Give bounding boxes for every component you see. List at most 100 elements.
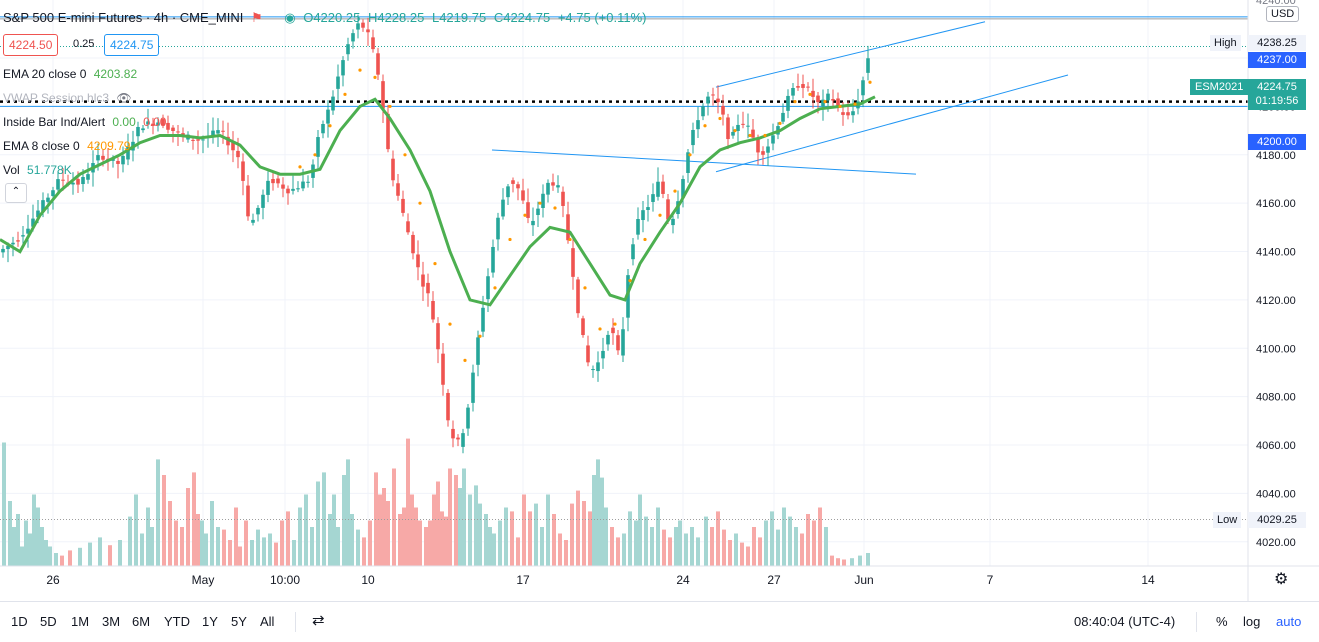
volume-bar (78, 547, 82, 566)
candle-body (841, 112, 845, 115)
low-label: Low (1213, 512, 1242, 528)
chart-canvas[interactable]: 4020.00 4040.00 4060.00 4080.00 4100.00 4120.… (0, 0, 1319, 602)
log-toggle[interactable]: log (1243, 614, 1261, 629)
volume-bar (850, 558, 854, 566)
volume-bar (44, 540, 48, 566)
clock-timezone[interactable]: 08:40:04 (UTC-4) (1074, 614, 1176, 629)
volume-bar (758, 537, 762, 566)
volume-bar (398, 514, 402, 566)
candle-body (446, 392, 450, 421)
candle-body (701, 106, 705, 117)
volume-bar (740, 542, 744, 566)
volume-legend[interactable]: Vol 51.778K (3, 163, 76, 177)
timeframe-1d[interactable]: 1D (11, 614, 28, 629)
sell-price-button[interactable]: 4224.50 (3, 34, 59, 56)
candle-body (486, 276, 490, 300)
volume-bar (582, 501, 586, 566)
date-range-icon[interactable]: ⇄ (312, 612, 325, 629)
candle-body (126, 146, 130, 160)
volume-bar (274, 542, 278, 566)
eye-hidden-icon[interactable]: 👁 (116, 91, 132, 105)
timeframe-6m[interactable]: 6M (132, 614, 151, 629)
trendline (715, 74, 1069, 173)
inside-bar-legend[interactable]: Inside Bar Ind/Alert 0.00 0.00 (3, 115, 170, 129)
candle-body (176, 131, 180, 133)
volume-bar (558, 533, 562, 566)
volume-bar (16, 514, 20, 566)
symbol-title[interactable]: S&P 500 E-mini Futures · 4h · CME_MINI (3, 10, 244, 25)
candle-body (531, 220, 535, 226)
timeframe-5d[interactable]: 5D (40, 614, 57, 629)
volume-bar (24, 520, 28, 566)
candle-body (551, 182, 555, 186)
timeframe-3m[interactable]: 3M (102, 614, 121, 629)
horizontal-levels (0, 16, 1248, 520)
volume-bar (362, 537, 366, 566)
candle-body (661, 181, 665, 194)
candle-body (516, 184, 520, 189)
time-tick-label: 26 (46, 573, 60, 587)
volume-bar (622, 533, 626, 566)
collapse-legend-button[interactable]: ⌃ (5, 183, 27, 203)
candle-body (301, 181, 305, 189)
timeframe-all[interactable]: All (260, 614, 275, 629)
candle-body (741, 123, 745, 125)
currency-label[interactable]: USD (1266, 6, 1300, 22)
volume-bar (298, 507, 302, 566)
candle-body (156, 122, 160, 126)
candle-body (226, 136, 230, 146)
vwap-legend[interactable]: VWAP Session hlc3 👁 (3, 91, 136, 105)
ema8-dot (508, 237, 512, 242)
ohlc-open: O4220.25 (303, 10, 361, 25)
candle-body (806, 86, 810, 88)
volume-bar (800, 533, 804, 566)
last-price-label: 4224.75 01:19:56 (1248, 79, 1306, 110)
price-tick-label: 4120.00 (1256, 295, 1296, 307)
low-value: 4029.25 (1248, 512, 1306, 528)
ema8-dot (703, 124, 707, 128)
price-tick-label: 4160.00 (1256, 198, 1296, 210)
candle-body (571, 248, 575, 277)
volume-bar (764, 520, 768, 566)
percent-toggle[interactable]: % (1216, 614, 1228, 629)
volume-bar (12, 527, 16, 566)
volume-bar (168, 501, 172, 566)
candle-body (436, 323, 440, 350)
volume-bar (210, 501, 214, 566)
low-label-text: Low (1217, 514, 1238, 526)
candle-body (81, 177, 85, 185)
ohlc-high: H4228.25 (367, 10, 425, 25)
candle-body (481, 307, 485, 332)
price-tick-label: 4140.00 (1256, 247, 1296, 259)
candle-body (851, 111, 855, 116)
volume-bar (770, 511, 774, 566)
auto-toggle[interactable]: auto (1276, 614, 1302, 629)
candle-body (631, 244, 635, 260)
candle-body (116, 160, 120, 164)
time-tick-label: Jun (854, 573, 873, 587)
timeframe-ytd[interactable]: YTD (164, 614, 190, 629)
timeframe-1m[interactable]: 1M (71, 614, 90, 629)
ema8-dot (868, 80, 872, 84)
volume-bar (858, 555, 862, 566)
flag-icon[interactable]: ⚑ (250, 10, 263, 25)
buy-price-button[interactable]: 4224.75 (104, 34, 160, 56)
timeframe-1y[interactable]: 1Y (202, 614, 218, 629)
volume-bar (462, 468, 466, 566)
volume-bar (332, 494, 336, 566)
timeframe-5y[interactable]: 5Y (231, 614, 247, 629)
candle-body (356, 23, 360, 30)
candle-body (686, 152, 690, 173)
volume-bar (386, 501, 390, 566)
candle-body (341, 60, 345, 76)
volume-bar (424, 527, 428, 566)
ema20-legend[interactable]: EMA 20 close 0 4203.82 (3, 67, 141, 81)
volume-bar (604, 507, 608, 566)
candle-body (596, 362, 600, 372)
volume-bar (510, 511, 514, 566)
candle-body (461, 433, 465, 447)
volume-bar (818, 507, 822, 566)
candle-body (16, 240, 20, 242)
ema8-legend[interactable]: EMA 8 close 0 4209.79 (3, 139, 134, 153)
chart-settings-icon[interactable]: ⚙ (1274, 571, 1289, 588)
